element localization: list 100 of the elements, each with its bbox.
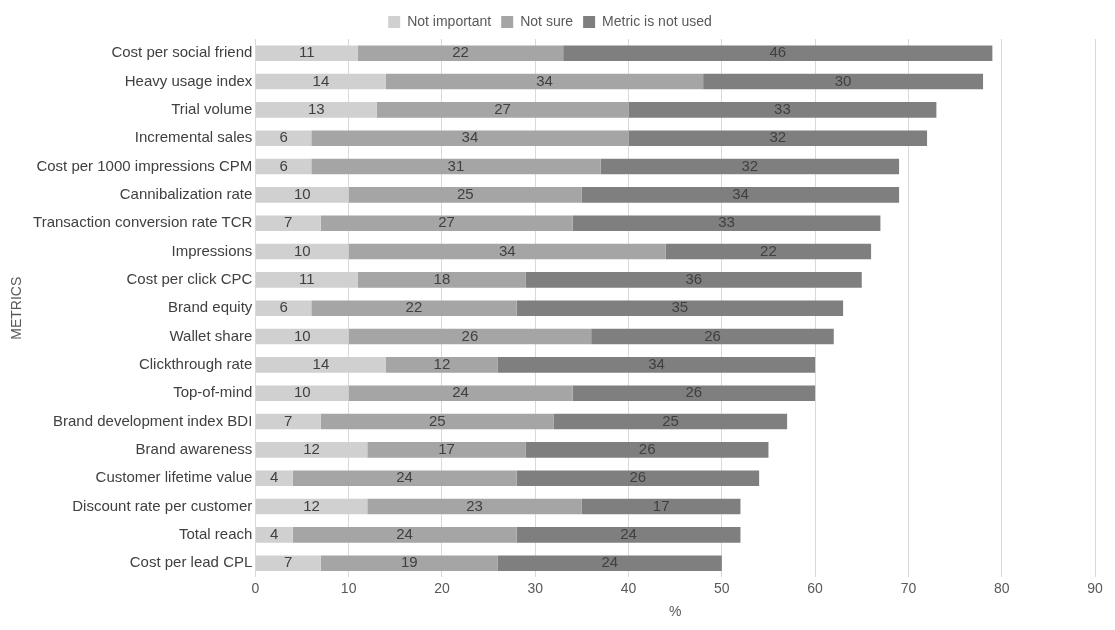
y-tick-label: Total reach [178, 525, 253, 543]
bar [367, 442, 526, 458]
data-label: 35 [671, 298, 689, 316]
y-tick-label: Cannibalization rate [119, 184, 253, 202]
y-tick-label: Top-of-mind [173, 383, 253, 401]
data-label: 10 [293, 184, 311, 202]
y-tick-label: Cost per click CPC [126, 270, 253, 287]
data-label: 7 [284, 553, 293, 571]
data-label: 19 [400, 553, 418, 571]
bar [320, 215, 573, 231]
bar [292, 470, 517, 487]
y-tick-label: Discount rate per customer [72, 496, 253, 514]
bar [348, 328, 592, 345]
bar [525, 442, 769, 458]
data-label: 25 [662, 411, 679, 429]
y-tick-label: Heavy usage index [124, 71, 253, 89]
data-label: 7 [284, 411, 293, 429]
y-tick-label: Transaction conversion rate TCR [33, 213, 253, 231]
bar [376, 102, 629, 118]
data-label: 26 [685, 383, 703, 401]
data-label: 23 [466, 496, 483, 514]
data-label: 24 [452, 383, 469, 401]
data-label: 17 [438, 440, 455, 458]
y-tick-label: Wallet share [169, 326, 253, 344]
data-label: 10 [293, 326, 311, 344]
data-label: 18 [433, 270, 451, 287]
bar [665, 243, 872, 260]
bar [367, 498, 582, 515]
data-label: 34 [732, 184, 749, 202]
data-label: 17 [652, 496, 670, 514]
data-label: 25 [428, 411, 446, 429]
data-label: 12 [433, 355, 451, 373]
x-tick-label: 10 [340, 579, 357, 596]
data-label: 10 [293, 241, 311, 259]
data-label: 34 [536, 71, 553, 89]
bar [703, 73, 984, 90]
bar [385, 73, 704, 90]
x-axis-title: % [668, 603, 682, 620]
data-label: 6 [279, 298, 288, 316]
data-label: 6 [279, 156, 288, 174]
bar [516, 470, 760, 487]
bar [320, 413, 554, 430]
bar [581, 187, 900, 203]
x-tick-label: 80 [993, 579, 1010, 596]
data-label: 22 [405, 298, 423, 316]
data-label: 24 [601, 553, 619, 571]
bar [572, 215, 881, 231]
data-label: 33 [774, 99, 791, 117]
data-label: 12 [303, 496, 320, 514]
y-tick-label: Impressions [171, 241, 253, 259]
legend-label: Metric is not used [602, 12, 712, 29]
data-label: 24 [396, 525, 413, 543]
bar [628, 130, 928, 146]
data-label: 34 [461, 128, 479, 146]
data-label: 22 [760, 241, 777, 259]
data-label: 32 [769, 128, 787, 146]
bar [385, 357, 498, 373]
y-tick-label: Brand development index BDI [53, 411, 253, 429]
x-tick-label: 30 [527, 579, 544, 596]
data-label: 30 [834, 71, 852, 89]
bar [600, 158, 900, 175]
x-tick-label: 60 [807, 579, 824, 596]
data-label: 25 [456, 184, 474, 202]
data-label: 6 [279, 128, 288, 146]
data-label: 24 [396, 468, 413, 486]
data-label: 4 [270, 525, 279, 543]
data-label: 7 [284, 213, 293, 231]
y-tick-label: Incremental sales [134, 128, 253, 146]
y-tick-label: Clickthrough rate [138, 355, 253, 373]
data-label: 32 [741, 156, 759, 174]
y-tick-label: Brand awareness [135, 440, 253, 458]
bar [311, 300, 517, 316]
legend-label: Not important [407, 12, 492, 29]
data-label: 11 [299, 270, 315, 287]
bar [292, 527, 517, 543]
x-tick-label: 0 [251, 579, 260, 596]
data-label: 33 [718, 213, 735, 231]
data-label: 46 [769, 43, 787, 61]
x-tick-label: 20 [434, 579, 450, 596]
y-tick-label: Cost per 1000 impressions CPM [36, 156, 253, 174]
data-label: 27 [494, 99, 511, 117]
x-tick-label: 50 [714, 579, 730, 596]
data-label: 24 [620, 525, 637, 543]
data-label: 13 [307, 99, 325, 117]
bar [628, 102, 937, 118]
data-label: 34 [648, 355, 665, 373]
bar [348, 385, 573, 401]
bar [357, 45, 564, 61]
bar [516, 300, 844, 316]
data-label: 26 [461, 326, 479, 344]
bar [581, 498, 741, 515]
data-label: 31 [447, 156, 465, 174]
y-tick-label: Customer lifetime value [95, 468, 253, 486]
y-tick-label: Trial volume [171, 99, 253, 117]
y-tick-label: Cost per lead CPL [129, 553, 253, 571]
data-label: 14 [312, 355, 330, 373]
bar [525, 272, 862, 288]
x-tick-label: 90 [1087, 579, 1103, 596]
data-label: 22 [452, 43, 469, 61]
bar [311, 130, 629, 146]
